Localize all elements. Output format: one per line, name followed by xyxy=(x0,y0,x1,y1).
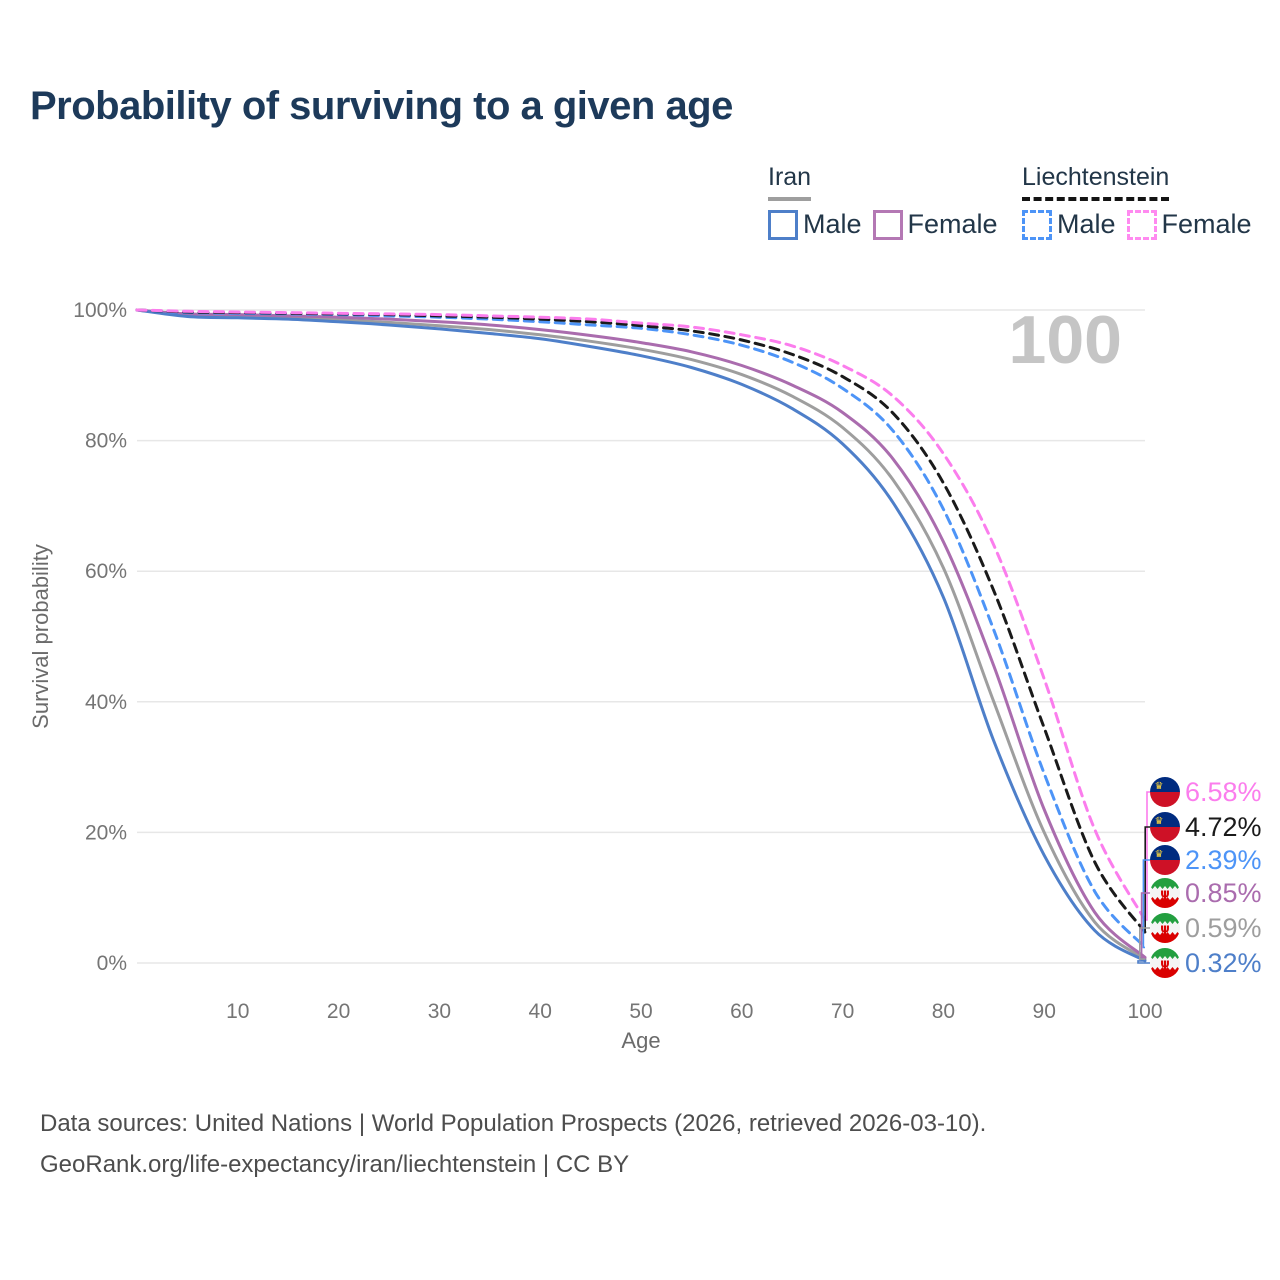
end-value-label: 0.85% xyxy=(1185,877,1262,908)
liechtenstein-female-end-label: ♛ 6.58% xyxy=(1150,775,1262,809)
x-tick-label: 50 xyxy=(629,1000,652,1023)
x-tick-label: 90 xyxy=(1033,1000,1056,1023)
iran-total-curve[interactable] xyxy=(135,308,1147,961)
liechtenstein-male-connector xyxy=(1142,859,1150,949)
legend-item-iran-female[interactable]: Female xyxy=(872,209,998,240)
x-tick-label: 40 xyxy=(529,1000,552,1023)
legend-group-iran: Iran Male Female xyxy=(768,163,998,240)
iran-female-curve[interactable] xyxy=(135,308,1147,959)
x-axis-title: Age xyxy=(621,1028,660,1053)
legend-item-label: Male xyxy=(803,209,862,239)
y-tick-label: 0% xyxy=(97,952,127,975)
x-tick-label: 80 xyxy=(932,1000,955,1023)
footer-sources: Data sources: United Nations | World Pop… xyxy=(40,1110,987,1137)
y-tick-label: 20% xyxy=(85,821,127,844)
liechtenstein-total-curve[interactable] xyxy=(135,308,1147,934)
iran-total-end-label: ψ 0.59% xyxy=(1150,911,1262,945)
legend-item-iran-male[interactable]: Male xyxy=(768,209,862,240)
liechtenstein-male-swatch-icon xyxy=(1022,209,1052,240)
svg-text:ψ: ψ xyxy=(1160,957,1170,971)
age-watermark: 100 xyxy=(1009,302,1122,378)
y-tick-label: 40% xyxy=(85,691,127,714)
svg-text:♛: ♛ xyxy=(1155,816,1164,827)
iran-female-connector xyxy=(1140,892,1150,959)
legend-item-liechtenstein-female[interactable]: Female xyxy=(1126,209,1252,240)
liechtenstein-flag-icon: ♛ xyxy=(1150,812,1180,842)
svg-text:ψ: ψ xyxy=(1160,887,1170,901)
liechtenstein-total-end-label: ♛ 4.72% xyxy=(1150,810,1262,844)
footer: Data sources: United Nations | World Pop… xyxy=(40,1103,986,1185)
iran-female-end-label: ψ 0.85% xyxy=(1150,876,1262,910)
iran-total-connector xyxy=(1139,927,1150,960)
iran-flag-icon: ψ xyxy=(1150,913,1180,943)
y-tick-label: 100% xyxy=(73,299,127,322)
legend-item-label: Female xyxy=(907,209,998,239)
svg-text:ψ: ψ xyxy=(1160,922,1170,936)
footer-attribution: GeoRank.org/life-expectancy/iran/liechte… xyxy=(40,1151,630,1178)
x-tick-label: 10 xyxy=(226,1000,249,1023)
iran-male-curve[interactable] xyxy=(135,308,1147,963)
x-tick-label: 20 xyxy=(327,1000,350,1023)
liechtenstein-female-curve[interactable] xyxy=(135,308,1147,922)
liechtenstein-male-end-label: ♛ 2.39% xyxy=(1150,843,1262,877)
legend-item-label: Male xyxy=(1057,209,1116,239)
liechtenstein-male-curve[interactable] xyxy=(135,308,1147,949)
iran-female-swatch-icon xyxy=(872,209,903,240)
legend-country-liechtenstein[interactable]: Liechtenstein xyxy=(1022,163,1170,201)
x-tick-label: 30 xyxy=(428,1000,451,1023)
end-value-label: 2.39% xyxy=(1185,844,1262,875)
y-tick-label: 60% xyxy=(85,560,127,583)
x-tick-label: 100 xyxy=(1127,1000,1162,1023)
y-axis-title: Survival probability xyxy=(28,544,53,729)
legend-country-iran[interactable]: Iran xyxy=(768,163,812,201)
legend-group-liechtenstein: Liechtenstein Male Female xyxy=(1022,163,1252,240)
legend-item-label: Female xyxy=(1161,209,1252,239)
legend-item-liechtenstein-male[interactable]: Male xyxy=(1022,209,1116,240)
x-tick-label: 70 xyxy=(831,1000,854,1023)
end-value-label: 4.72% xyxy=(1185,811,1262,842)
liechtenstein-female-swatch-icon xyxy=(1126,209,1157,240)
page-title: Probability of surviving to a given age xyxy=(30,84,733,128)
iran-male-end-label: ψ 0.32% xyxy=(1150,946,1262,980)
liechtenstein-flag-icon: ♛ xyxy=(1150,845,1180,875)
end-value-label: 0.32% xyxy=(1185,947,1262,978)
svg-text:♛: ♛ xyxy=(1155,781,1164,792)
iran-flag-icon: ψ xyxy=(1150,878,1180,908)
x-tick-label: 60 xyxy=(730,1000,753,1023)
y-tick-label: 80% xyxy=(85,430,127,453)
end-value-label: 0.59% xyxy=(1185,912,1262,943)
svg-text:♛: ♛ xyxy=(1155,849,1164,860)
liechtenstein-flag-icon: ♛ xyxy=(1150,777,1180,807)
iran-male-swatch-icon xyxy=(768,209,798,240)
iran-flag-icon: ψ xyxy=(1150,948,1180,978)
iran-male-connector xyxy=(1137,960,1150,964)
end-value-label: 6.58% xyxy=(1185,776,1262,807)
liechtenstein-total-connector xyxy=(1144,826,1150,933)
